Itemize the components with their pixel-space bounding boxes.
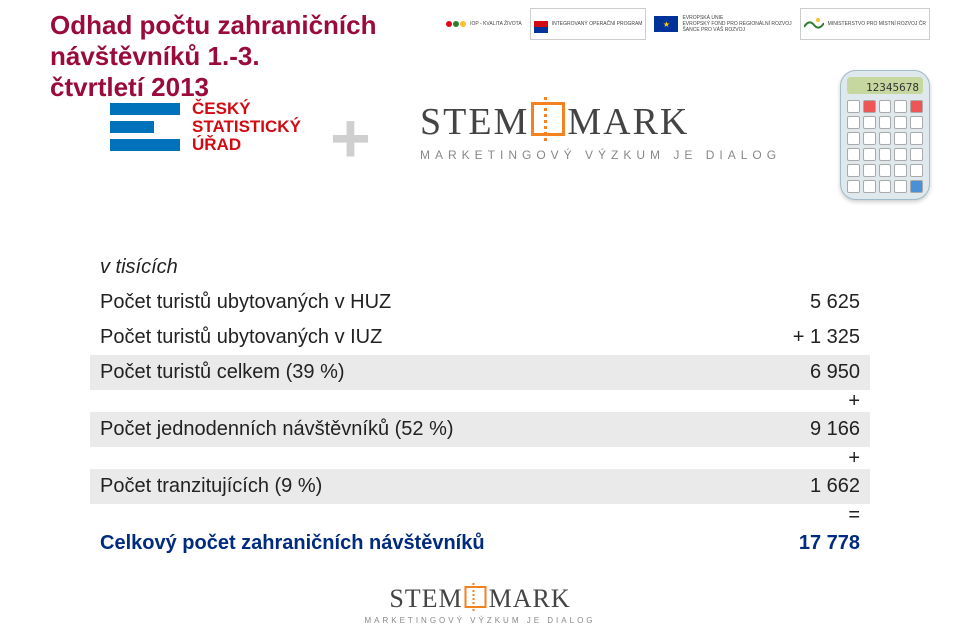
operator: =: [732, 504, 870, 526]
operator: +: [732, 390, 870, 412]
iop-label: IOP - KVALITA ŽIVOTA: [470, 21, 522, 27]
table-row: Počet turistů ubytovaných v HUZ 5 625: [90, 285, 870, 320]
mmr-logo: MINISTERSTVO PRO MÍSTNÍ ROZVOJ ČR: [800, 8, 930, 40]
title-line-1: Odhad počtu zahraničních: [50, 10, 376, 41]
table-header: v tisících: [90, 250, 732, 285]
mmr-label: MINISTERSTVO PRO MÍSTNÍ ROZVOJ ČR: [828, 21, 926, 27]
row-label: Počet turistů ubytovaných v IUZ: [90, 320, 732, 355]
row-label: Celkový počet zahraničních návštěvníků: [90, 526, 732, 561]
row-value: 1 662: [732, 469, 870, 504]
table-row: Počet jednodenních návštěvníků (52 %) 9 …: [90, 412, 870, 447]
row-value: 9 166: [732, 412, 870, 447]
title-line-2: návštěvníků 1.-3.: [50, 41, 376, 72]
eu-label: EVROPSKÁ UNIE EVROPSKÝ FOND PRO REGIONÁL…: [682, 15, 791, 33]
integ-label: INTEGROVANÝ OPERAČNÍ PROGRAM: [552, 21, 643, 27]
stemmark-text-a: STEM: [420, 100, 529, 144]
partner-logo-strip: IOP - KVALITA ŽIVOTA INTEGROVANÝ OPERAČN…: [446, 8, 930, 40]
operator: +: [732, 447, 870, 469]
calculator-icon: 12345678: [840, 70, 930, 200]
table-row: Počet turistů celkem (39 %) 6 950: [90, 355, 870, 390]
page-title: Odhad počtu zahraničních návštěvníků 1.-…: [50, 10, 376, 104]
stemmark-logo: STEM MARK MARKETINGOVÝ VÝZKUM JE DIALOG: [420, 100, 781, 162]
footer-stemmark-a: STEM: [389, 584, 462, 614]
row-label: Počet jednodenních návštěvníků (52 %): [90, 412, 732, 447]
table-row: Počet tranzitujících (9 %) 1 662: [90, 469, 870, 504]
csu-text: ČESKÝ STATISTICKÝ ÚŘAD: [192, 100, 301, 154]
table-row: Počet turistů ubytovaných v IUZ + 1 325: [90, 320, 870, 355]
row-value: + 1 325: [732, 320, 870, 355]
stemmark-tagline: MARKETINGOVÝ VÝZKUM JE DIALOG: [420, 148, 781, 162]
eu-logo: ★ EVROPSKÁ UNIE EVROPSKÝ FOND PRO REGION…: [654, 10, 791, 38]
footer-stemmark-tagline: MARKETINGOVÝ VÝZKUM JE DIALOG: [364, 616, 595, 625]
csu-logo: ČESKÝ STATISTICKÝ ÚŘAD: [110, 100, 301, 154]
row-value: 6 950: [732, 355, 870, 390]
plus-icon: +: [330, 98, 371, 178]
csu-bars-icon: [110, 103, 180, 151]
calculator-display: 12345678: [847, 77, 923, 94]
row-label: Počet tranzitujících (9 %): [90, 469, 732, 504]
row-label: Počet turistů ubytovaných v HUZ: [90, 285, 732, 320]
stemmark-square-icon: [531, 102, 565, 136]
footer-stemmark-b: MARK: [489, 584, 571, 614]
row-label: Počet turistů celkem (39 %): [90, 355, 732, 390]
stemmark-text-b: MARK: [567, 100, 689, 144]
row-value: 17 778: [732, 526, 870, 561]
row-value: 5 625: [732, 285, 870, 320]
footer-stemmark-square-icon: [465, 586, 487, 608]
footer-stemmark-logo: STEM MARK MARKETINGOVÝ VÝZKUM JE DIALOG: [364, 584, 595, 625]
iop-logo: IOP - KVALITA ŽIVOTA: [446, 10, 522, 38]
iop-integ-logo: INTEGROVANÝ OPERAČNÍ PROGRAM: [530, 8, 647, 40]
table-row-total: Celkový počet zahraničních návštěvníků 1…: [90, 526, 870, 561]
calculator-keys: [847, 100, 923, 193]
data-table: v tisících Počet turistů ubytovaných v H…: [90, 250, 870, 561]
